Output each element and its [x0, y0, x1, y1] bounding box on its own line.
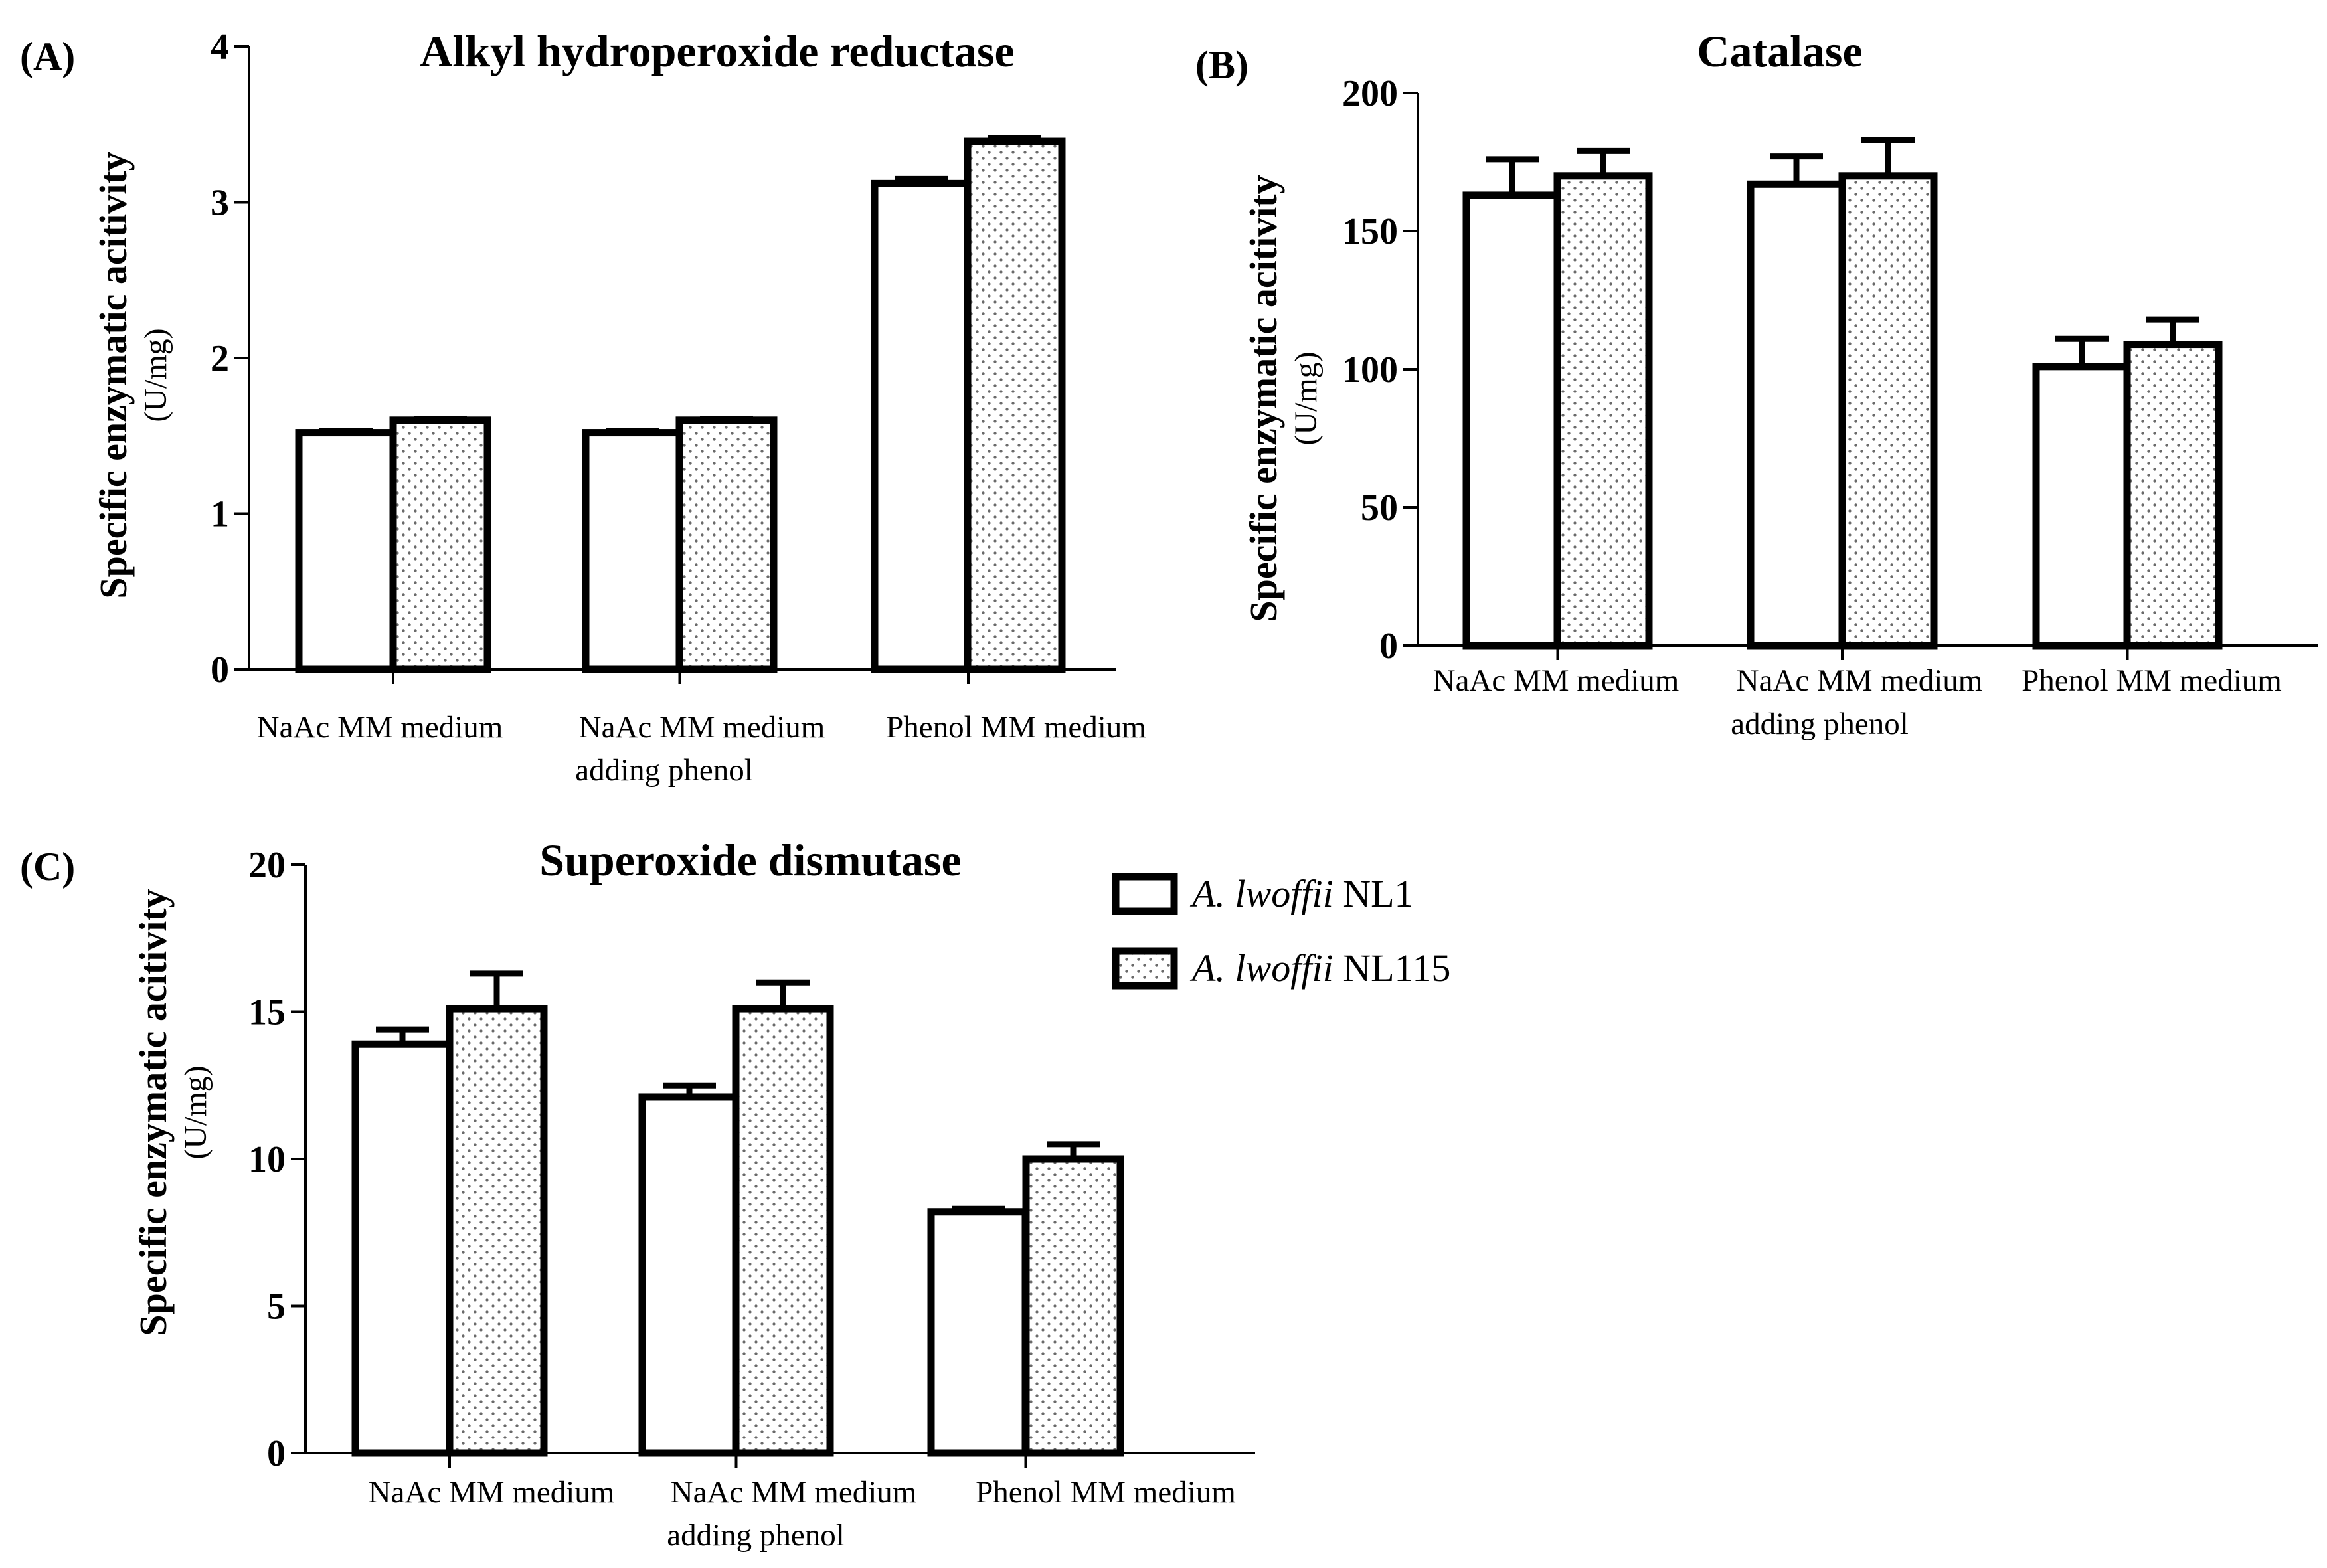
legend-entry-nl1: A. lwoffii NL1	[1112, 872, 1414, 915]
chart-title-b: Catalase	[1697, 26, 1862, 76]
legend-label-nl1: A. lwoffii NL1	[1189, 872, 1414, 915]
category-label-a-1-line1: NaAc MM medium	[579, 710, 825, 744]
category-label-b-0-line1: NaAc MM medium	[1433, 663, 1680, 698]
legend-strain-nl115: NL115	[1343, 946, 1450, 990]
legend-strain-nl1: NL1	[1343, 872, 1413, 915]
category-label-a-1-line2: adding phenol	[575, 753, 753, 788]
legend-entry-nl115: A. lwoffii NL115	[1112, 946, 1450, 990]
y-axis-label-b: Specific enzymatic acitivity (U/mg)	[1242, 175, 1324, 622]
category-label-b-0: NaAc MM medium	[1433, 663, 1680, 698]
y-tick-label-a-4: 4	[211, 27, 229, 68]
category-label-b-1-line1: NaAc MM medium	[1737, 663, 1983, 698]
bar-b-s0-c2	[2032, 363, 2132, 650]
plot-area-b: 0 50 100 150 200	[1342, 73, 2318, 667]
category-label-c-0: NaAc MM medium	[369, 1475, 615, 1510]
panel-label-b: (B)	[1195, 43, 1249, 87]
category-label-c-2-line1: Phenol MM medium	[976, 1475, 1236, 1510]
y-tick-label-b-2: 100	[1342, 349, 1398, 391]
category-label-c-1-line1: NaAc MM medium	[671, 1475, 917, 1510]
category-label-c-1-line2: adding phenol	[667, 1518, 845, 1553]
category-label-a-1b: adding phenol	[575, 753, 753, 788]
legend-species-nl1: A. lwoffii	[1189, 872, 1334, 915]
category-label-b-2-line1: Phenol MM medium	[2022, 663, 2282, 698]
bar-b-s1-c1	[1838, 172, 1938, 650]
category-label-b-2: Phenol MM medium	[2022, 663, 2282, 698]
y-axis-label-a: Specific enzymatic acitivity (U/mg)	[92, 151, 173, 598]
y-tick-label-c-1: 5	[267, 1286, 286, 1328]
chart-title-a: Alkyl hydroperoxide reductase	[420, 26, 1014, 76]
panel-label-a: (A)	[20, 35, 75, 78]
category-labels-a: NaAc MM medium NaAc MM medium adding phe…	[257, 710, 1146, 788]
y-tick-label-a-3: 3	[211, 183, 229, 224]
bar-b-s0-c0	[1462, 191, 1562, 650]
category-labels-c: NaAc MM medium NaAc MM medium adding phe…	[369, 1475, 1236, 1553]
category-label-a-2-line1: Phenol MM medium	[886, 710, 1146, 744]
bar-c-s1-c1	[732, 1005, 834, 1457]
y-tick-label-a-1: 1	[211, 494, 229, 535]
legend-label-nl115: A. lwoffii NL115	[1189, 946, 1450, 990]
y-tick-label-c-4: 20	[248, 845, 286, 886]
category-label-c-2: Phenol MM medium	[976, 1475, 1236, 1510]
category-label-b-1: NaAc MM medium	[1737, 663, 1983, 698]
bar-b-s1-c2	[2123, 341, 2223, 650]
category-labels-b: NaAc MM medium NaAc MM medium adding phe…	[1433, 663, 2282, 741]
y-axis-label-c: Specific enzymatic acitivity (U/mg)	[131, 889, 213, 1336]
bar-c-s0-c1	[638, 1093, 740, 1457]
category-label-c-1b: adding phenol	[667, 1518, 845, 1553]
y-axis-unit-c: (U/mg)	[178, 1065, 213, 1159]
y-tick-label-b-4: 200	[1342, 73, 1398, 114]
y-tick-label-c-0: 0	[267, 1433, 286, 1474]
bar-c-s1-c2	[1022, 1155, 1124, 1457]
y-axis-unit-b: (U/mg)	[1288, 351, 1324, 445]
legend-species-nl115: A. lwoffii	[1189, 946, 1334, 990]
chart-title-c: Superoxide dismutase	[539, 835, 961, 885]
bar-a-s0-c2	[871, 179, 973, 673]
category-label-a-1: NaAc MM medium	[579, 710, 825, 744]
category-label-a-2: Phenol MM medium	[886, 710, 1146, 744]
chart-panel-b: (B) Catalase Specific enzymatic acitivit…	[1195, 26, 2318, 741]
bar-a-s1-c2	[964, 137, 1066, 673]
y-tick-label-b-0: 0	[1379, 626, 1398, 667]
bar-c-s0-c0	[351, 1040, 454, 1457]
legend: A. lwoffii NL1 A. lwoffii NL115	[1112, 872, 1450, 990]
y-axis-title-a: Specific enzymatic acitivity	[92, 151, 135, 598]
plot-area-c: 0 5 10 15 20	[248, 845, 1255, 1474]
bar-a-s0-c1	[582, 429, 684, 673]
legend-swatch-nl1	[1112, 873, 1178, 915]
legend-swatch-nl115	[1112, 947, 1178, 990]
bar-a-s0-c0	[295, 429, 397, 673]
chart-panel-a: (A) Alkyl hydroperoxide reductase Specif…	[20, 26, 1146, 788]
panel-label-c: (C)	[20, 845, 75, 889]
category-label-c-0-line1: NaAc MM medium	[369, 1475, 615, 1510]
category-label-a-0-line1: NaAc MM medium	[257, 710, 503, 744]
bar-a-s1-c1	[675, 416, 778, 673]
bar-b-s0-c1	[1747, 180, 1846, 650]
chart-panel-c: (C) Superoxide dismutase Specific enzyma…	[20, 835, 1255, 1553]
y-axis-title-c: Specific enzymatic acitivity	[131, 889, 175, 1336]
bar-a-s1-c0	[389, 416, 491, 673]
y-tick-label-b-3: 150	[1342, 211, 1398, 252]
bar-b-s1-c0	[1553, 172, 1653, 650]
bar-c-s0-c2	[927, 1208, 1029, 1457]
y-tick-label-c-3: 15	[248, 992, 286, 1033]
category-label-b-1-line2: adding phenol	[1731, 707, 1909, 741]
y-tick-label-b-1: 50	[1361, 487, 1398, 529]
y-axis-title-b: Specific enzymatic acitivity	[1242, 175, 1285, 622]
category-label-a-0: NaAc MM medium	[257, 710, 503, 744]
plot-area-a: 0 1 2 3 4	[211, 27, 1116, 691]
bar-c-s1-c0	[446, 1005, 548, 1457]
category-label-c-1: NaAc MM medium	[671, 1475, 917, 1510]
category-label-b-1b: adding phenol	[1731, 707, 1909, 741]
y-tick-label-a-0: 0	[211, 650, 229, 691]
y-axis-unit-a: (U/mg)	[138, 328, 173, 422]
y-tick-label-a-2: 2	[211, 338, 229, 379]
y-tick-label-c-2: 10	[248, 1139, 286, 1180]
